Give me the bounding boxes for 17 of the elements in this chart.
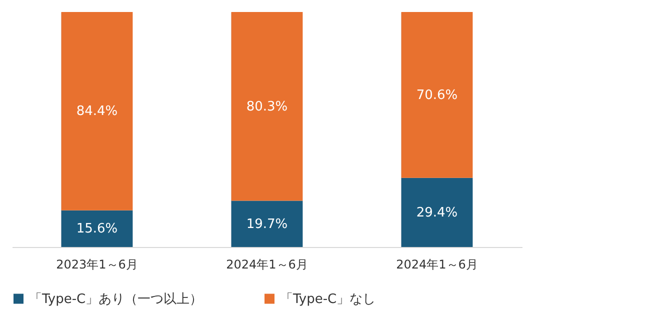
data-label: 80.3%: [246, 99, 288, 114]
bar: [61, 210, 133, 247]
data-label: 15.6%: [76, 222, 118, 237]
bar: [401, 178, 473, 247]
bar: [231, 12, 303, 201]
x-tick-label: 2023年1～6月: [56, 258, 138, 272]
data-label: 29.4%: [416, 205, 458, 220]
bar: [231, 200, 303, 247]
data-label: 19.7%: [246, 216, 288, 232]
legend-label: 「Type-C」あり（一つ以上）: [29, 292, 203, 307]
bar: [61, 12, 133, 210]
x-tick-label: 2024年1～6月: [226, 258, 308, 272]
data-label: 70.6%: [416, 88, 458, 103]
bar: [401, 12, 473, 178]
data-label: 84.4%: [76, 104, 118, 120]
x-tick-label: 2024年1～6月: [396, 258, 478, 272]
legend-label: 「Type-C」なし: [280, 292, 376, 307]
